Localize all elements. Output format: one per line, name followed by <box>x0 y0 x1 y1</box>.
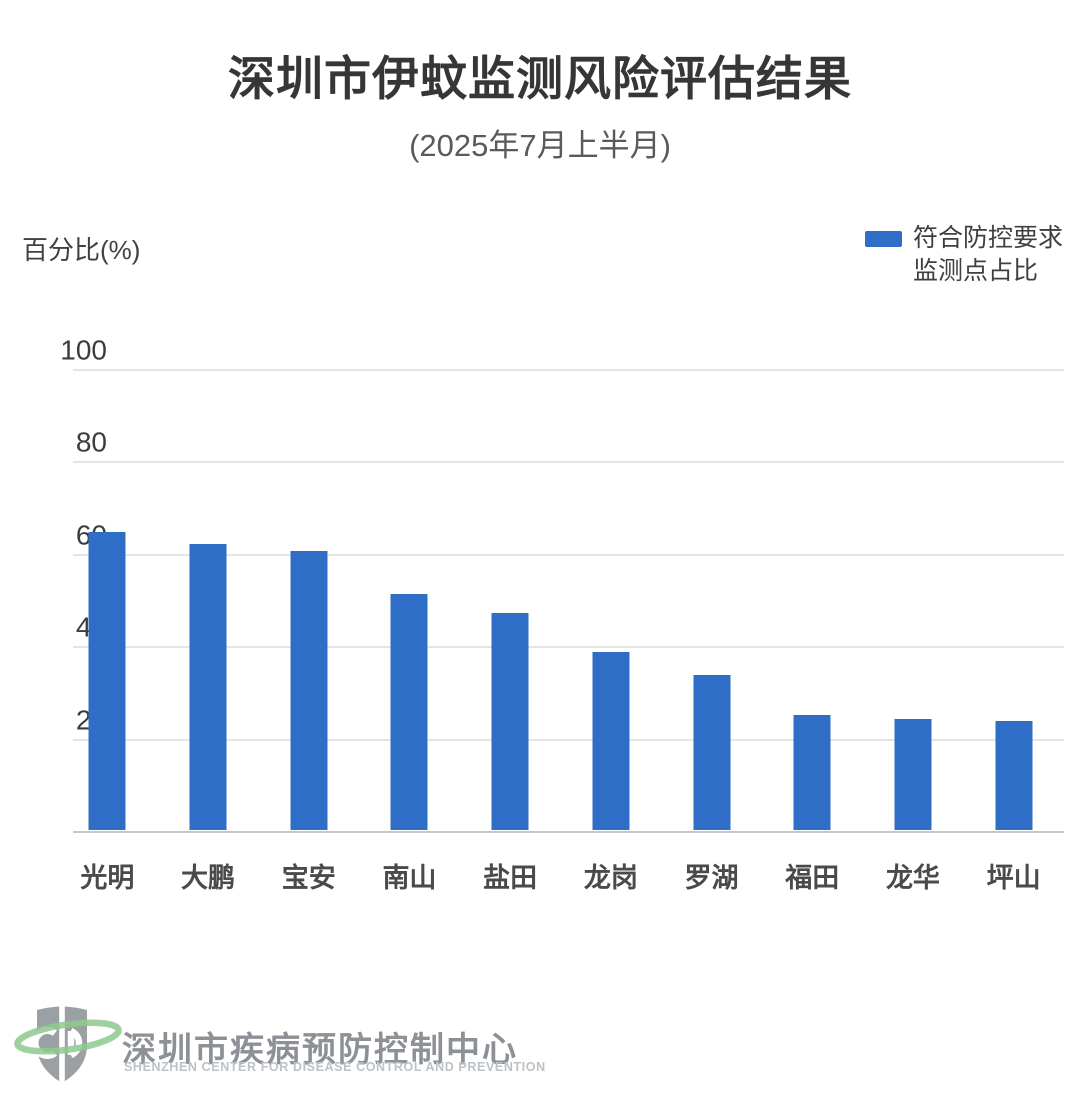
page-title: 深圳市伊蚊监测风险评估结果 <box>228 52 852 105</box>
x-tick-label-龙华: 龙华 <box>885 863 940 893</box>
x-tick-label-光明: 光明 <box>80 863 135 893</box>
bar-大鹏 <box>189 543 227 830</box>
gridline-y-40 <box>73 646 1064 649</box>
bar-宝安 <box>290 550 328 830</box>
bar-龙华 <box>894 719 932 830</box>
bar-盐田 <box>491 612 529 830</box>
legend-label: 符合防控要求 监测点占比 <box>913 222 1063 288</box>
chart-legend: 符合防控要求 监测点占比 <box>865 222 1063 288</box>
bar-福田 <box>793 714 831 830</box>
footer: 深圳市疾病预防控制中心 SHENZHEN CENTER FOR DISEASE … <box>0 988 1080 1098</box>
x-tick-label-福田: 福田 <box>785 863 840 893</box>
footer-org-name-cn: 深圳市疾病预防控制中心 <box>122 1031 518 1069</box>
gridline-y-0 <box>73 831 1064 833</box>
gridline-y-100 <box>73 369 1064 371</box>
legend-label-line2: 监测点占比 <box>913 257 1039 285</box>
y-tick-label-100: 100 <box>60 334 107 366</box>
cdc-logo-icon <box>14 1006 122 1083</box>
gridline-y-80 <box>73 461 1064 464</box>
y-tick-label-80: 80 <box>75 426 107 458</box>
x-tick-label-大鹏: 大鹏 <box>181 863 236 893</box>
legend-label-line1: 符合防控要求 <box>913 224 1064 252</box>
legend-swatch-icon <box>865 231 902 247</box>
page-subtitle: (2025年7月上半月) <box>409 128 671 163</box>
x-tick-label-盐田: 盐田 <box>483 863 538 893</box>
bar-光明 <box>88 532 126 830</box>
gridline-y-20 <box>73 738 1064 741</box>
y-axis-title: 百分比(%) <box>22 235 141 265</box>
footer-org-name-en: SHENZHEN CENTER FOR DISEASE CONTROL AND … <box>124 1060 546 1074</box>
bar-坪山 <box>995 721 1033 830</box>
x-tick-label-坪山: 坪山 <box>986 863 1041 893</box>
bar-chart-plot-area: 020406080100光明大鹏宝安南山盐田龙岗罗湖福田龙华坪山 <box>57 334 1064 893</box>
x-tick-label-龙岗: 龙岗 <box>583 863 638 893</box>
x-tick-label-宝安: 宝安 <box>281 863 336 893</box>
bar-龙岗 <box>592 652 630 830</box>
x-tick-label-罗湖: 罗湖 <box>684 863 739 893</box>
bar-南山 <box>390 594 428 830</box>
x-tick-label-南山: 南山 <box>382 863 437 893</box>
bar-罗湖 <box>693 675 731 830</box>
gridline-y-60 <box>73 553 1064 556</box>
